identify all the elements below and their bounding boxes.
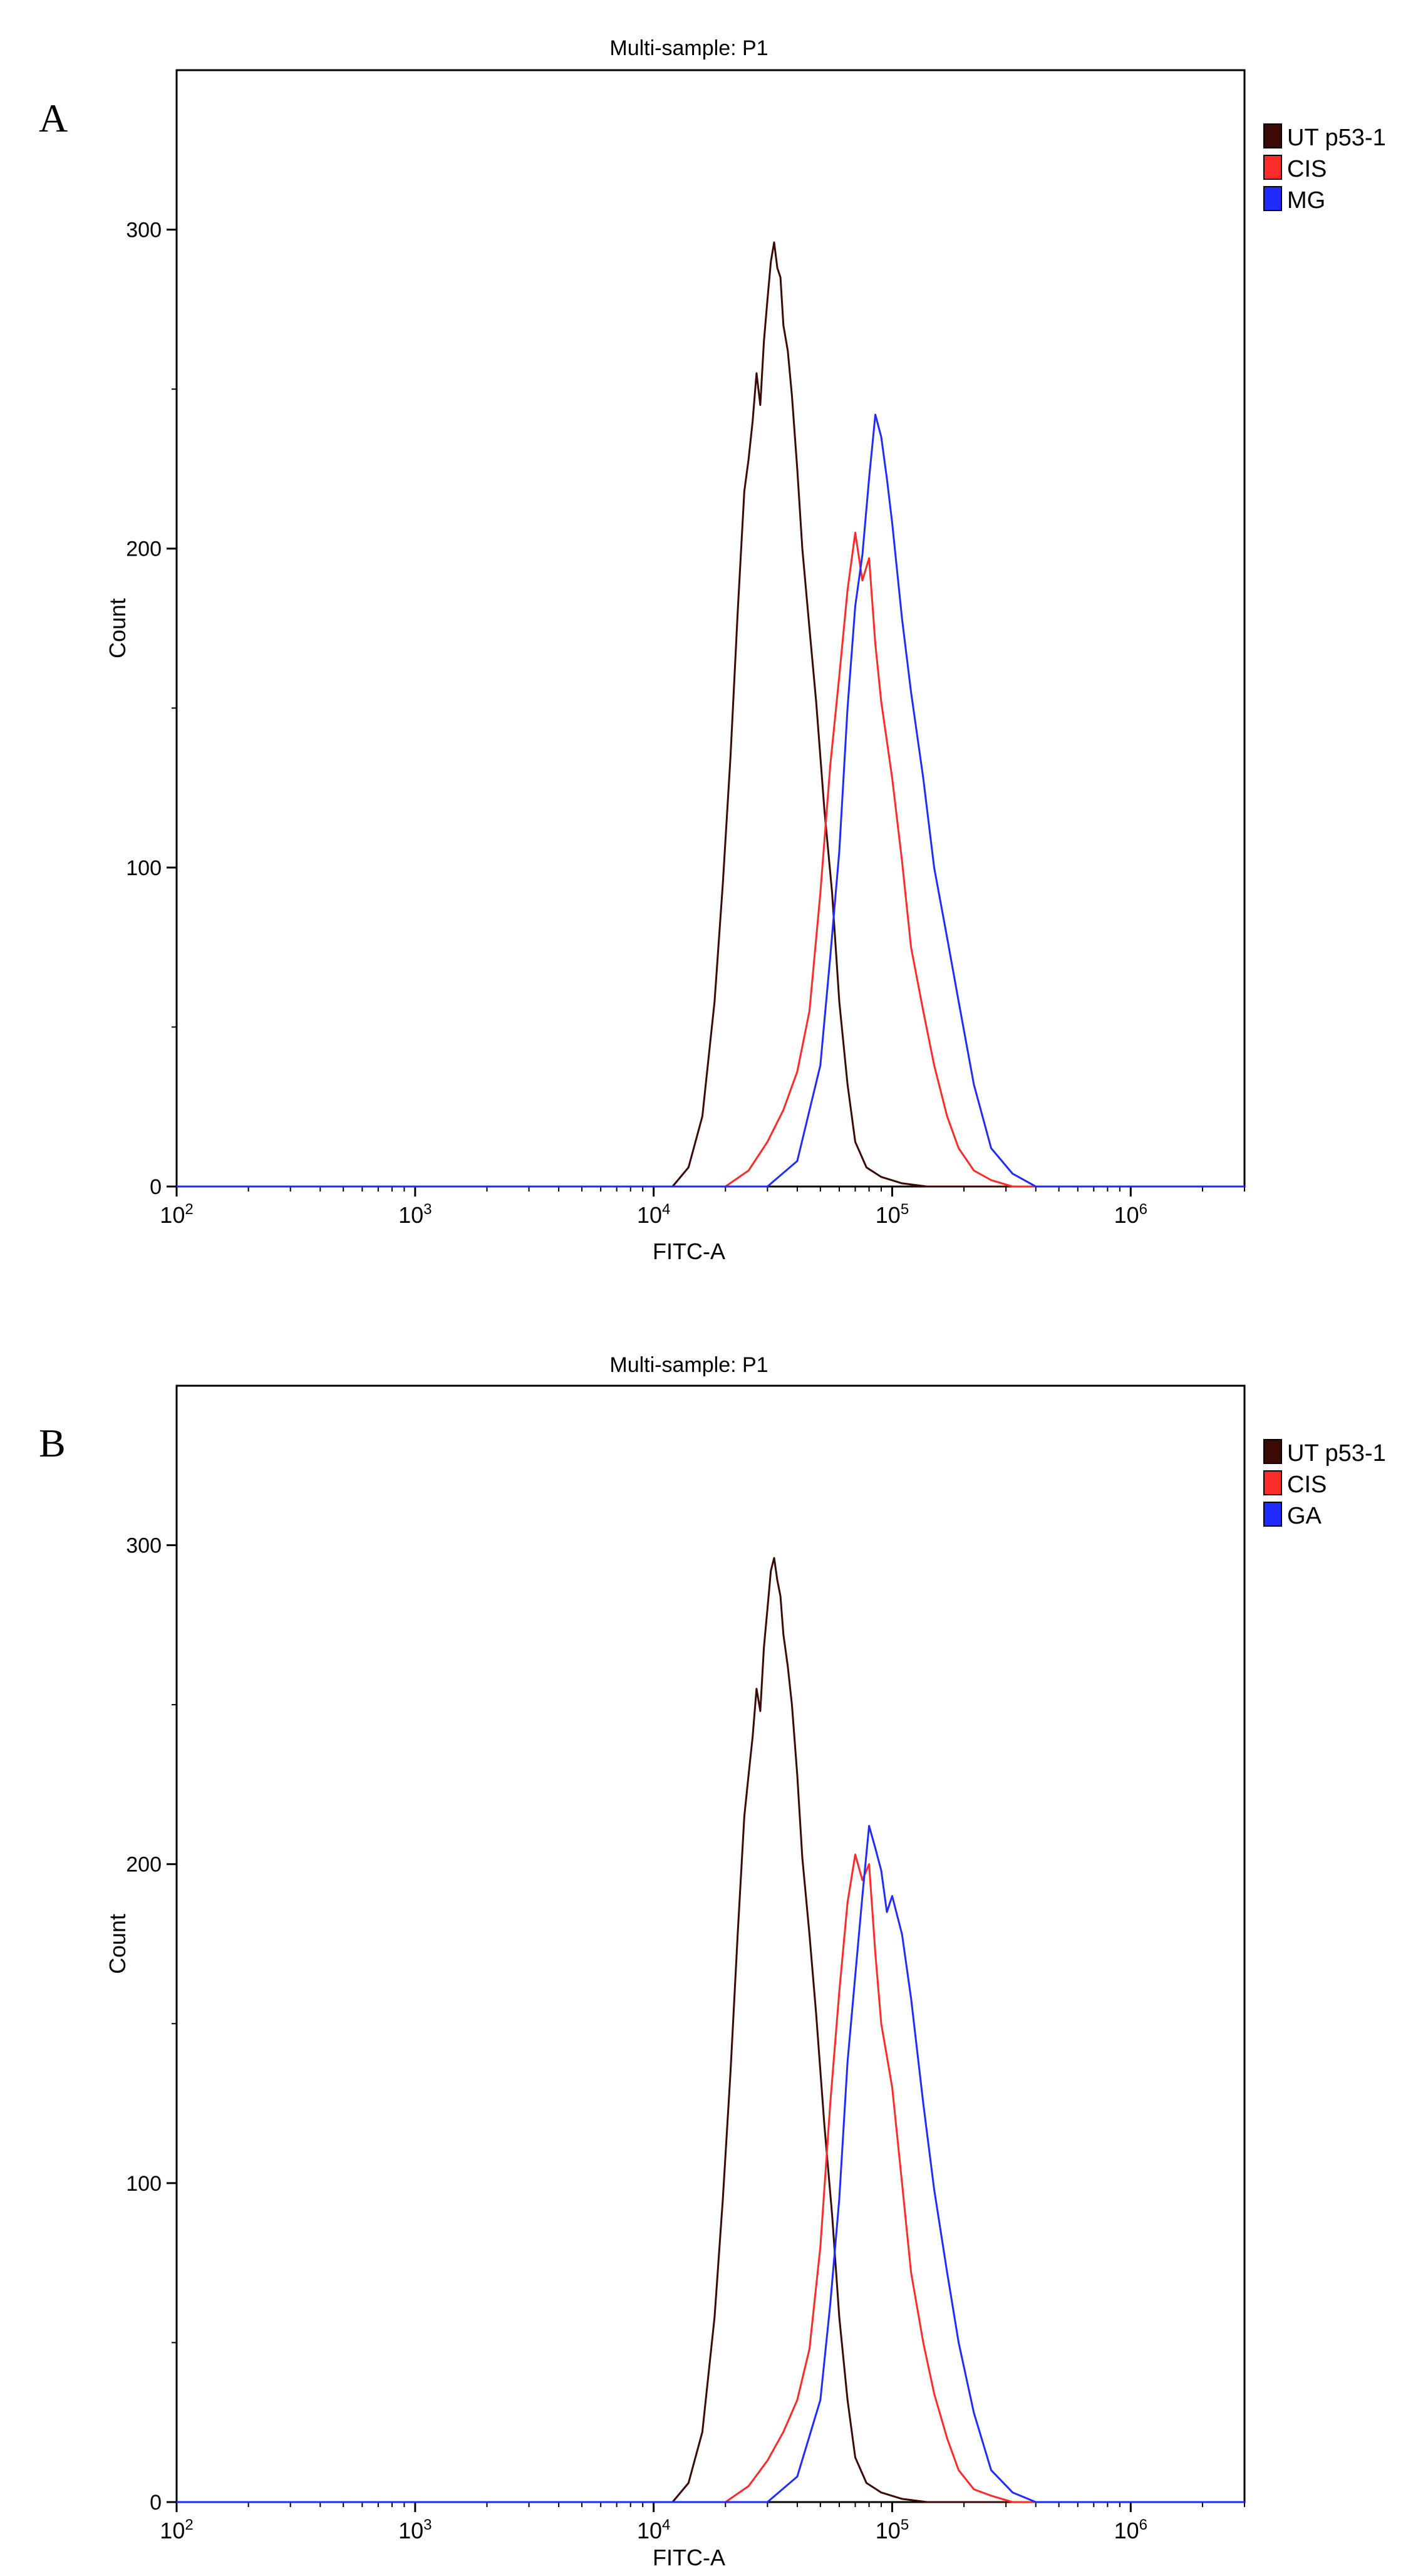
y-tick-label: 300 [126, 219, 162, 242]
chart-a-ticks: 102 103 104 105 106 0 100 200 300 [126, 219, 1245, 1228]
legend-item: CIS [1263, 1470, 1327, 1498]
panel-b: B Multi-sample: P1 102 103 104 105 106 0 100 20… [39, 1353, 1386, 2570]
legend-swatch [1263, 1439, 1282, 1464]
legend-label: CIS [1287, 1472, 1327, 1498]
chart-b-series [177, 1557, 1244, 2503]
x-tick-label: 106 [1114, 1201, 1147, 1228]
chart-b-ticks: 102 103 104 105 106 0 100 200 300 [126, 1534, 1245, 2543]
y-tick-label: 0 [150, 1175, 162, 1199]
y-tick-label: 200 [126, 1853, 162, 1877]
panel-a-label: A [39, 96, 68, 140]
chart-a-title: Multi-sample: P1 [609, 36, 768, 60]
series-line [177, 241, 1244, 1188]
panel-a: A Multi-sample: P1 102 103 104 105 106 0 100 20… [39, 36, 1386, 1264]
x-tick-label: 103 [398, 2516, 432, 2543]
panel-b-label: B [39, 1421, 66, 1465]
legend-label: GA [1287, 1503, 1322, 1529]
y-tick-label: 100 [126, 2172, 162, 2196]
y-tick-label: 100 [126, 856, 162, 880]
x-tick-label: 103 [398, 1201, 432, 1228]
legend-swatch [1263, 1502, 1282, 1527]
chart-b-legend: UT p53-1 CIS GA [1263, 1439, 1386, 1529]
x-tick-label: 104 [637, 2516, 670, 2543]
x-tick-label: 102 [160, 1201, 193, 1228]
y-tick-label: 200 [126, 538, 162, 561]
chart-b-plot-area [175, 1384, 1246, 2503]
y-tick-label: 300 [126, 1534, 162, 1558]
chart-a-xlabel: FITC-A [653, 1239, 725, 1264]
legend-item: GA [1263, 1502, 1322, 1529]
legend-swatch [1263, 186, 1282, 211]
legend-label: UT p53-1 [1287, 1440, 1386, 1467]
legend-item: CIS [1263, 155, 1327, 182]
y-tick-label: 0 [150, 2491, 162, 2515]
legend-item: UT p53-1 [1263, 1439, 1386, 1467]
x-tick-label: 104 [637, 1201, 670, 1228]
chart-a-ylabel: Count [105, 598, 130, 658]
chart-a-series [177, 241, 1244, 1188]
chart-a-plot-area [175, 69, 1246, 1188]
chart-b-ylabel: Count [105, 1914, 130, 1974]
chart-b-xlabel: FITC-A [653, 2545, 725, 2570]
series-line [177, 413, 1244, 1188]
series-line [177, 1825, 1244, 2503]
legend-swatch [1263, 155, 1282, 180]
legend-label: UT p53-1 [1287, 125, 1386, 151]
x-tick-label: 105 [876, 2516, 909, 2543]
legend-item: UT p53-1 [1263, 123, 1386, 151]
chart-b-title: Multi-sample: P1 [609, 1353, 768, 1377]
x-tick-label: 102 [160, 2516, 193, 2543]
legend-swatch [1263, 1470, 1282, 1495]
series-line [177, 1853, 1244, 2503]
x-tick-label: 106 [1114, 2516, 1147, 2543]
x-tick-label: 105 [876, 1201, 909, 1228]
legend-swatch [1263, 123, 1282, 148]
series-line [177, 531, 1244, 1188]
legend-label: MG [1287, 187, 1325, 214]
chart-a-legend: UT p53-1 CIS MG [1263, 123, 1386, 214]
legend-item: MG [1263, 186, 1325, 214]
legend-label: CIS [1287, 156, 1327, 182]
series-line [177, 1557, 1244, 2503]
